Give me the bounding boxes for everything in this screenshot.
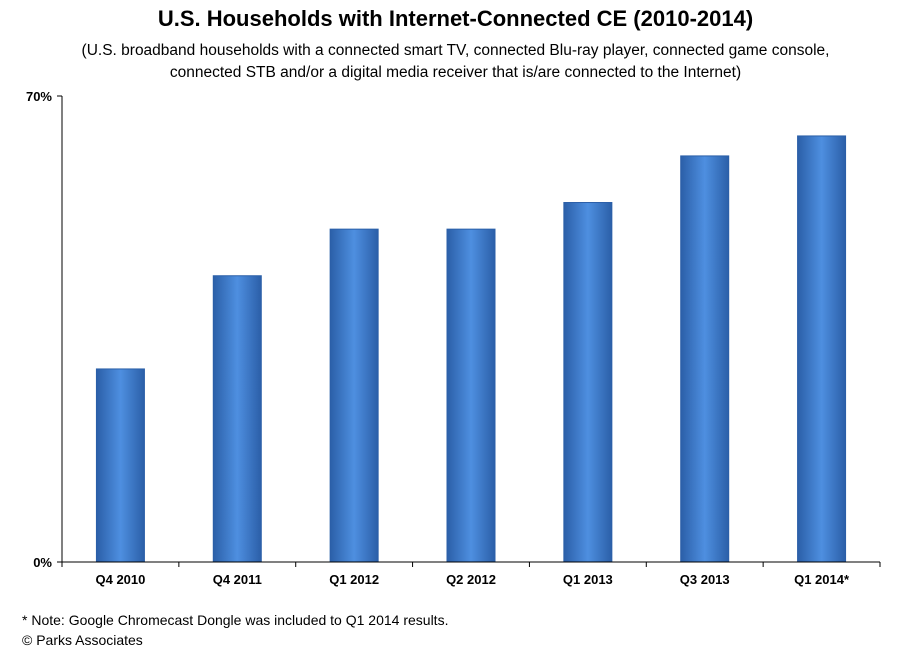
bar-q4-2011 xyxy=(212,275,262,563)
chart-title: U.S. Households with Internet-Connected … xyxy=(157,6,754,31)
footnote-note: * Note: Google Chromecast Dongle was inc… xyxy=(22,612,449,628)
bar-q3-2013 xyxy=(680,155,730,563)
subtitle-line-1: (U.S. broadband households with a connec… xyxy=(81,42,830,59)
x-tick-label: Q4 2010 xyxy=(95,572,145,587)
labels-group: Q4 2010 Q4 2011 Q1 2012 Q2 2012 Q1 2013 Q3 20… xyxy=(26,89,850,587)
subtitle-line-2: connected STB and/or a digital media rec… xyxy=(169,64,742,81)
chart-subtitle: (U.S. broadband households with a connec… xyxy=(0,40,911,84)
bar-q1-2013 xyxy=(563,202,613,563)
x-tick-label: Q4 2011 xyxy=(213,572,262,587)
x-tick-label: Q1 2012 xyxy=(329,572,379,587)
y-tick-label: 0% xyxy=(33,555,52,570)
x-tick-label: Q2 2012 xyxy=(446,572,496,587)
x-tick-label: Q3 2013 xyxy=(680,572,730,587)
y-tick-label: 70% xyxy=(26,89,52,104)
bars-group xyxy=(95,135,847,563)
bar-q2-2012 xyxy=(446,228,496,563)
bar-q1-2012 xyxy=(329,228,379,563)
bar-q4-2010 xyxy=(95,368,145,563)
bar-q1-2014 xyxy=(797,135,847,563)
x-tick-label: Q1 2014* xyxy=(794,572,850,587)
x-tick-label: Q1 2013 xyxy=(563,572,613,587)
footnote-copyright: © Parks Associates xyxy=(22,632,143,648)
axes-group xyxy=(57,95,881,567)
